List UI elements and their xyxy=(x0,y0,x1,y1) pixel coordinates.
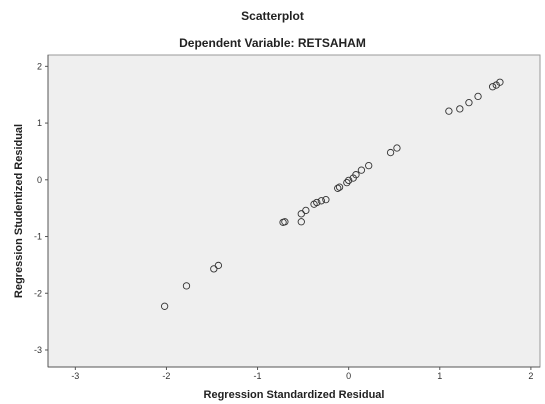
data-point xyxy=(357,166,366,174)
data-point xyxy=(474,92,482,101)
data-point xyxy=(456,105,464,113)
data-point xyxy=(465,99,473,107)
plot-area xyxy=(47,54,541,368)
data-point xyxy=(365,161,373,170)
data-point xyxy=(445,107,453,115)
y-tick-label: 0 xyxy=(37,175,42,185)
data-point xyxy=(281,218,289,226)
y-tick-label: 1 xyxy=(37,118,42,128)
y-tick-label: -1 xyxy=(34,232,42,242)
data-point xyxy=(352,171,360,179)
data-point xyxy=(160,302,169,310)
data-points xyxy=(160,78,504,310)
chart-title: Scatterplot xyxy=(241,9,304,23)
data-point xyxy=(393,144,401,152)
data-point xyxy=(496,78,504,86)
x-tick-label: -1 xyxy=(254,371,262,381)
y-tick-label: 2 xyxy=(37,61,42,71)
data-point xyxy=(322,196,330,204)
data-point xyxy=(214,261,223,270)
data-point xyxy=(297,218,305,226)
y-axis-label: Regression Studentized Residual xyxy=(13,124,25,298)
data-point xyxy=(386,148,395,157)
data-point xyxy=(345,176,353,185)
data-point xyxy=(334,184,342,192)
data-point xyxy=(302,206,310,215)
x-tick-label: 1 xyxy=(437,371,442,381)
data-point xyxy=(488,83,497,91)
x-axis-label: Regression Standardized Residual xyxy=(204,389,385,401)
data-point xyxy=(335,183,344,191)
data-point xyxy=(317,197,325,205)
x-tick-label: 0 xyxy=(346,371,351,381)
tick-group: -3 -2 -1 0 1 2 2 1 0 -1 -2 -3 xyxy=(34,61,533,381)
x-tick-label: -3 xyxy=(71,371,79,381)
data-point xyxy=(343,178,351,187)
data-point xyxy=(210,265,218,273)
data-point xyxy=(182,282,191,290)
axes xyxy=(47,55,540,368)
y-tick-label: -3 xyxy=(34,345,42,355)
data-point xyxy=(313,198,321,207)
y-tick-label: -2 xyxy=(34,288,42,298)
x-tick-label: -2 xyxy=(162,371,170,381)
x-tick-label: 2 xyxy=(528,371,533,381)
chart-subtitle: Dependent Variable: RETSAHAM xyxy=(179,36,366,50)
data-point xyxy=(297,210,305,218)
